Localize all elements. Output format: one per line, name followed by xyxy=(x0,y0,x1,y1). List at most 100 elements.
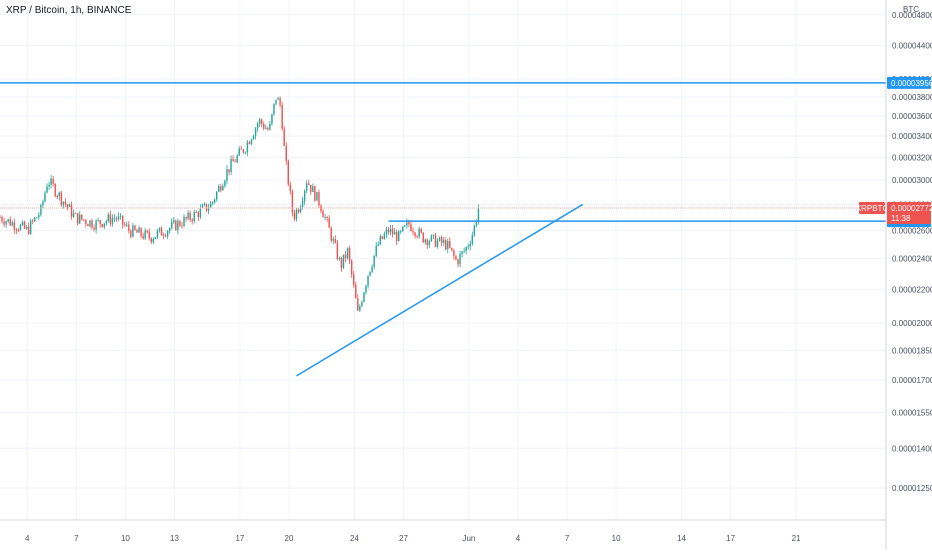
candle xyxy=(308,183,310,186)
candle xyxy=(391,228,394,235)
time-axis[interactable]: 4 7 10 13 17 20 24 27 Jun 4 7 10 14 17 21 xyxy=(0,519,886,543)
candle xyxy=(326,217,328,219)
candle xyxy=(418,228,420,237)
candle xyxy=(173,220,175,223)
candle xyxy=(25,226,28,229)
candle xyxy=(445,240,447,250)
candle xyxy=(357,298,359,311)
candle xyxy=(393,232,396,235)
candle xyxy=(361,301,363,307)
candle xyxy=(50,178,52,185)
y-tick-label: 0.00001700 xyxy=(892,376,932,385)
candle xyxy=(162,235,165,237)
drawings[interactable] xyxy=(0,82,886,377)
y-unit-label: BTC xyxy=(903,5,919,14)
candle xyxy=(352,274,355,285)
candle xyxy=(109,214,112,224)
candle xyxy=(166,231,169,237)
x-tick-label: 13 xyxy=(170,534,179,543)
candle xyxy=(285,145,287,161)
candle xyxy=(434,234,437,247)
candle xyxy=(449,241,451,248)
trendline[interactable] xyxy=(296,203,584,377)
x-tick-label: 10 xyxy=(121,534,130,543)
y-tick-label: 0.00001550 xyxy=(892,408,932,417)
candle xyxy=(279,98,281,106)
candle xyxy=(197,212,200,218)
candle xyxy=(342,254,345,268)
candle xyxy=(473,225,476,236)
candle xyxy=(318,191,320,206)
candle xyxy=(428,241,431,246)
candle xyxy=(130,230,132,237)
candle xyxy=(177,221,179,231)
candle xyxy=(70,204,73,217)
y-tick-label: 0.00003200 xyxy=(892,153,932,162)
candle xyxy=(438,237,441,241)
candle xyxy=(397,231,400,242)
candle xyxy=(389,228,392,233)
candle xyxy=(340,257,343,268)
candle xyxy=(9,219,11,226)
candle xyxy=(430,235,433,242)
candle xyxy=(117,216,120,219)
candle xyxy=(123,224,126,226)
candle xyxy=(410,224,412,231)
candle xyxy=(103,223,105,227)
candle xyxy=(424,239,427,243)
candle xyxy=(93,227,95,230)
candle xyxy=(205,203,208,211)
x-tick-label: 7 xyxy=(74,534,79,543)
candle xyxy=(316,191,318,201)
x-tick-label: 24 xyxy=(350,534,359,543)
y-tick-label: 0.00003800 xyxy=(892,93,932,102)
candle xyxy=(295,209,298,219)
y-tick-label: 0.00003400 xyxy=(892,132,932,141)
candle xyxy=(226,169,228,181)
candle xyxy=(254,128,257,136)
candle xyxy=(383,234,386,239)
candle xyxy=(238,148,240,156)
candle xyxy=(273,103,275,115)
candle xyxy=(322,211,324,218)
candle xyxy=(191,219,193,222)
candle xyxy=(461,251,463,255)
candle xyxy=(213,199,216,202)
candle xyxy=(375,245,377,256)
candle xyxy=(387,229,390,233)
candle xyxy=(283,128,285,146)
candle xyxy=(134,225,136,231)
candle xyxy=(0,217,1,219)
candle xyxy=(115,218,118,219)
candle xyxy=(314,186,316,201)
y-tick-label: 0.00004400 xyxy=(892,41,932,50)
candle xyxy=(297,209,300,213)
candle xyxy=(105,221,108,224)
candle xyxy=(21,222,24,225)
candle xyxy=(119,215,122,217)
candle xyxy=(275,99,277,104)
grid xyxy=(0,0,886,520)
candle xyxy=(207,208,210,211)
x-tick-label: 17 xyxy=(726,534,735,543)
candle xyxy=(203,203,206,206)
candle xyxy=(408,222,410,225)
level-price-label: 0.00003956 xyxy=(891,79,932,88)
y-tick-label: 0.00002400 xyxy=(892,255,932,264)
candle xyxy=(171,222,173,229)
y-tick-label: 0.00001250 xyxy=(892,484,932,493)
candle xyxy=(455,255,457,260)
chart-title: XRP / Bitcoin, 1h, BINANCE xyxy=(6,5,132,16)
candle xyxy=(404,225,406,227)
candle xyxy=(42,201,44,206)
candle xyxy=(465,247,467,251)
candle xyxy=(199,208,202,218)
y-tick-label: 0.00003000 xyxy=(892,176,932,185)
candle xyxy=(156,230,159,237)
candle xyxy=(79,214,81,224)
candle xyxy=(111,218,114,224)
candle xyxy=(87,224,89,227)
candle xyxy=(242,149,245,153)
candle xyxy=(324,217,326,218)
